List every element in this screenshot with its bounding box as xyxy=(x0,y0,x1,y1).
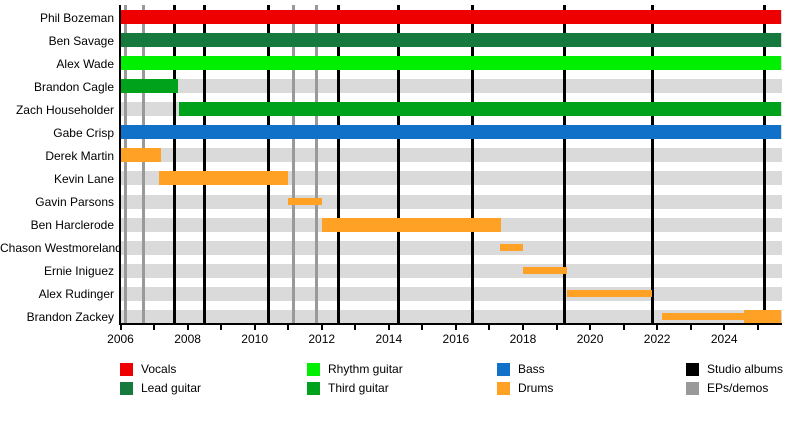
axis-year-label: 2016 xyxy=(442,332,470,346)
legend-label: Rhythm guitar xyxy=(328,362,403,376)
legend-label: Lead guitar xyxy=(141,381,202,395)
x-axis-tick xyxy=(119,325,122,330)
y-axis-line xyxy=(119,5,121,325)
studio-album-release-line xyxy=(563,5,567,324)
member-label: Brandon Zackey xyxy=(26,310,114,325)
x-axis-tick xyxy=(320,325,323,330)
membership-bar xyxy=(662,313,745,321)
member-label: Kevin Lane xyxy=(53,171,114,186)
legend-swatch-eps-demos xyxy=(686,382,699,395)
member-label: Alex Wade xyxy=(56,56,114,71)
membership-bar xyxy=(321,217,502,232)
member-label: Brandon Cagle xyxy=(33,79,114,94)
membership-bar xyxy=(179,102,782,117)
legend-label: Drums xyxy=(518,381,554,395)
member-label: Gavin Parsons xyxy=(35,195,114,210)
ep-demo-release-line xyxy=(315,5,319,324)
membership-bar xyxy=(120,33,782,48)
row-track xyxy=(120,79,782,94)
x-axis-line xyxy=(119,323,782,325)
studio-album-release-line xyxy=(397,5,401,324)
x-axis-tick xyxy=(186,325,189,330)
x-axis-tick xyxy=(488,325,491,330)
row-track xyxy=(120,263,782,278)
membership-bar xyxy=(499,244,523,252)
studio-album-release-line xyxy=(762,5,766,324)
legend-swatch-rhythm-guitar xyxy=(307,363,320,376)
legend-label: Third guitar xyxy=(328,381,389,395)
x-axis-tick xyxy=(354,325,357,330)
axis-year-label: 2010 xyxy=(241,332,268,346)
ep-demo-release-line xyxy=(142,5,146,324)
studio-album-release-line xyxy=(650,5,654,324)
membership-bar xyxy=(120,79,178,94)
legend-label: Vocals xyxy=(141,362,177,376)
axis-year-label: 2022 xyxy=(643,332,671,346)
membership-bar xyxy=(120,125,782,140)
legend-swatch-bass xyxy=(497,363,510,376)
member-label: Ben Savage xyxy=(48,33,114,48)
membership-bar xyxy=(120,56,782,71)
membership-bar xyxy=(288,198,322,206)
x-axis-tick xyxy=(689,325,692,330)
x-axis-tick xyxy=(153,325,156,330)
member-label: Gabe Crisp xyxy=(53,125,114,140)
studio-album-release-line xyxy=(172,5,176,324)
x-axis-tick xyxy=(723,325,726,330)
member-label: Ben Harclerode xyxy=(30,218,114,233)
x-axis-tick xyxy=(253,325,256,330)
legend-swatch-studio-albums xyxy=(686,363,699,376)
studio-album-release-line xyxy=(337,5,340,324)
x-axis-tick xyxy=(555,325,558,330)
row-track xyxy=(120,309,782,324)
membership-bar xyxy=(159,171,289,186)
x-axis-tick xyxy=(454,325,457,330)
ep-demo-release-line xyxy=(291,5,295,324)
legend-label: Bass xyxy=(518,362,545,376)
axis-year-label: 2014 xyxy=(375,332,403,346)
studio-album-release-line xyxy=(202,5,206,324)
member-label: Zach Householder xyxy=(15,102,114,117)
x-axis-tick xyxy=(287,325,290,330)
member-label: Derek Martin xyxy=(45,148,114,163)
legend-label: EPs/demos xyxy=(707,381,769,395)
axis-year-label: 2024 xyxy=(710,332,738,346)
x-axis-tick xyxy=(387,325,390,330)
membership-bar xyxy=(744,309,782,324)
axis-year-label: 2006 xyxy=(107,332,134,346)
legend-swatch-third-guitar xyxy=(307,382,320,395)
axis-year-label: 2008 xyxy=(174,332,201,346)
x-axis-tick xyxy=(756,325,759,330)
member-label: Chason Westmoreland xyxy=(0,241,122,256)
x-axis-tick xyxy=(656,325,659,330)
legend-swatch-drums xyxy=(497,382,510,395)
x-axis-tick xyxy=(622,325,625,330)
membership-bar xyxy=(120,10,782,24)
member-label: Ernie Iniguez xyxy=(43,264,114,279)
ep-demo-release-line xyxy=(124,5,128,324)
membership-bar xyxy=(522,267,567,275)
axis-year-label: 2018 xyxy=(509,332,537,346)
axis-year-label: 2020 xyxy=(576,332,604,346)
member-label: Phil Bozeman xyxy=(39,10,114,25)
studio-album-release-line xyxy=(471,5,475,324)
membership-bar xyxy=(120,148,161,163)
row-track xyxy=(120,148,782,163)
x-axis-tick xyxy=(220,325,223,330)
membership-bar xyxy=(566,290,653,298)
x-axis-tick xyxy=(589,325,592,330)
x-axis-tick xyxy=(521,325,524,330)
legend-swatch-vocals xyxy=(120,363,133,376)
legend-label: Studio albums xyxy=(707,362,784,376)
row-track xyxy=(120,286,782,301)
legend-swatch-lead-guitar xyxy=(120,382,133,395)
x-axis-tick xyxy=(421,325,424,330)
axis-year-label: 2012 xyxy=(308,332,336,346)
member-label: Alex Rudinger xyxy=(38,287,114,302)
studio-album-release-line xyxy=(266,5,270,324)
row-track xyxy=(120,194,782,209)
row-track xyxy=(120,240,782,255)
